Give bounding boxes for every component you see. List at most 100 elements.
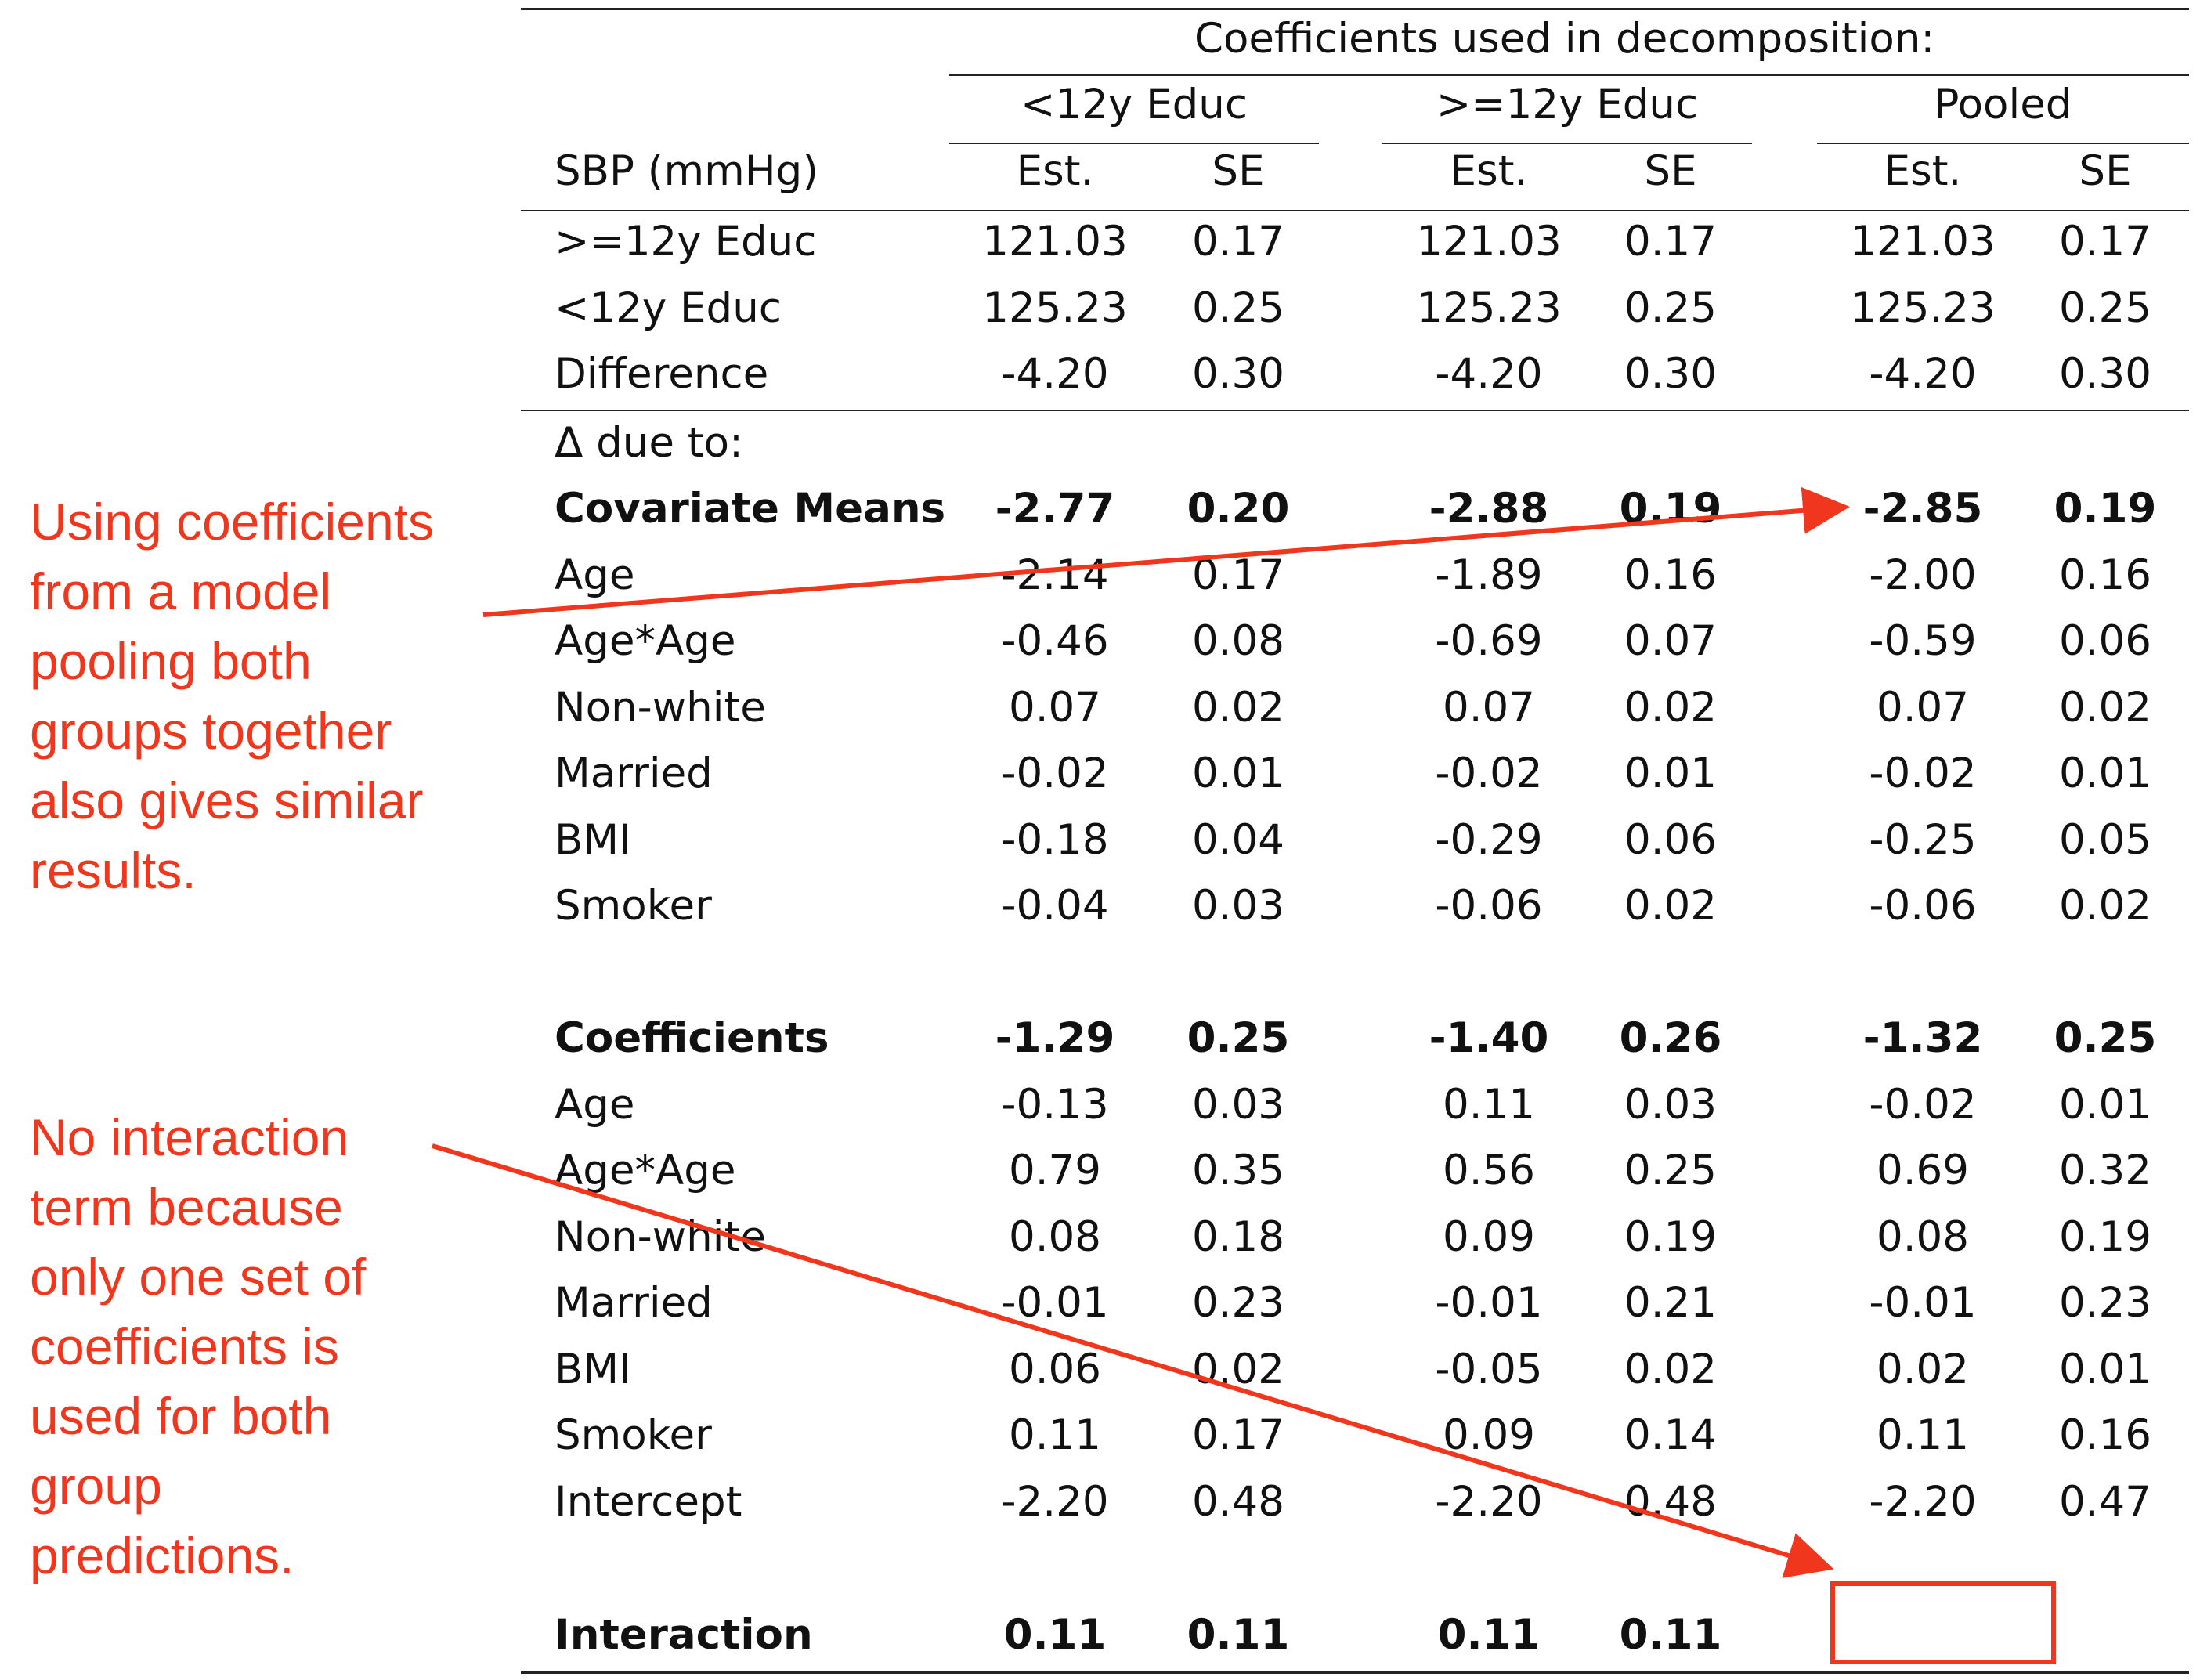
table-cell: 0.25 <box>1191 284 1284 332</box>
table-cell: -2.20 <box>1435 1477 1543 1526</box>
table-cell: 0.01 <box>2058 1080 2151 1129</box>
table-cell: 0.02 <box>1876 1345 1969 1393</box>
table-cell: 0.32 <box>2058 1147 2151 1194</box>
table-cell: 0.11 <box>1619 1611 1722 1659</box>
table-cell: -0.02 <box>1435 750 1543 797</box>
row-label: <12y Educ <box>555 284 782 332</box>
row-label: Married <box>555 750 713 797</box>
delta-label: Δ due to: <box>555 419 743 467</box>
interaction-arrow <box>432 1143 1834 1578</box>
table-cell: -0.29 <box>1435 815 1543 864</box>
table-cell: 0.20 <box>1187 485 1290 533</box>
table-cell: 0.01 <box>2058 750 2151 797</box>
table-cell: 0.19 <box>1624 1212 1717 1261</box>
table-cell: -2.00 <box>1869 551 1977 599</box>
table-cell: 0.25 <box>2054 1014 2157 1062</box>
subcol-se-3: SE <box>2079 147 2132 195</box>
table-cell: 0.09 <box>1442 1411 1535 1459</box>
table-cell: 121.03 <box>1416 218 1562 266</box>
table-cell: 0.30 <box>2058 350 2151 398</box>
table-cell: 0.02 <box>1624 882 1717 930</box>
table-cell: -2.20 <box>1001 1477 1109 1526</box>
table-cell: 0.05 <box>2058 815 2151 864</box>
row-label: Married <box>555 1279 713 1327</box>
top-rule <box>521 8 2189 10</box>
super-header-rule <box>949 74 2189 76</box>
table-cell: 0.07 <box>1876 683 1969 732</box>
pooled-arrow <box>482 486 1850 617</box>
table-cell: 0.17 <box>1191 218 1284 266</box>
table-cell: 125.23 <box>1850 284 1996 332</box>
table-cell: -0.02 <box>1869 1080 1977 1129</box>
group-rule-1 <box>949 143 1319 144</box>
subcol-est-2: Est. <box>1450 147 1528 195</box>
super-header: Coefficients used in decomposition: <box>1194 15 1935 63</box>
table-cell: -4.20 <box>1001 350 1109 398</box>
table-cell: 0.16 <box>1624 551 1717 599</box>
table-cell: 0.01 <box>1191 750 1284 797</box>
table-cell: 0.14 <box>1624 1411 1717 1459</box>
table-cell: 0.08 <box>1008 1212 1101 1261</box>
row-label: Age <box>555 551 635 599</box>
table-cell: -0.04 <box>1001 882 1109 930</box>
table-cell: 0.08 <box>1876 1212 1969 1261</box>
empty-interaction-highlight <box>1830 1581 2056 1664</box>
table-cell: 0.69 <box>1876 1147 1969 1194</box>
row-label: Age*Age <box>555 1147 736 1194</box>
row-label: Non-white <box>555 683 766 732</box>
subcol-se-2: SE <box>1644 147 1697 195</box>
table-cell: 0.30 <box>1191 350 1284 398</box>
table-cell: -0.01 <box>1001 1279 1109 1327</box>
table-cell: 0.25 <box>2058 284 2151 332</box>
row-label: Age <box>555 1080 635 1129</box>
table-cell: 0.48 <box>1191 1477 1284 1526</box>
group-rule-3 <box>1817 143 2189 144</box>
table-cell: 0.47 <box>2058 1477 2151 1526</box>
table-cell: -0.06 <box>1869 882 1977 930</box>
table-cell: 0.03 <box>1191 882 1284 930</box>
interaction-annotation: No interaction term because only one set… <box>30 1108 367 1584</box>
table-cell: 125.23 <box>982 284 1128 332</box>
difference-rule <box>521 410 2189 411</box>
table-cell: 121.03 <box>1850 218 1996 266</box>
table-cell: 0.11 <box>1876 1411 1969 1459</box>
table-cell: -0.01 <box>1869 1279 1977 1327</box>
table-cell: -0.18 <box>1001 815 1109 864</box>
table-cell: 0.02 <box>1624 1345 1717 1393</box>
subcol-est-3: Est. <box>1884 147 1962 195</box>
table-cell: 0.11 <box>1008 1411 1101 1459</box>
table-cell: -0.59 <box>1869 617 1977 665</box>
table-cell: 0.08 <box>1191 617 1284 665</box>
table-cell: 0.25 <box>1624 284 1717 332</box>
table-cell: -2.14 <box>1001 551 1109 599</box>
table-cell: 0.04 <box>1191 815 1284 864</box>
table-cell: 0.11 <box>1437 1611 1541 1659</box>
table-cell: -0.25 <box>1869 815 1977 864</box>
table-cell: 0.03 <box>1624 1080 1717 1129</box>
table-cell: -1.32 <box>1862 1014 1983 1062</box>
row-label: Smoker <box>555 1411 712 1459</box>
pooled-annotation: Using coefficients from a model pooling … <box>30 493 435 899</box>
table-cell: 0.02 <box>1624 683 1717 732</box>
table-cell: -4.20 <box>1869 350 1977 398</box>
table-cell: 0.23 <box>1191 1279 1284 1327</box>
row-label: BMI <box>555 1345 631 1393</box>
table-cell: 0.17 <box>1624 218 1717 266</box>
table-cell: 0.01 <box>2058 1345 2151 1393</box>
table-cell: -2.77 <box>995 485 1115 533</box>
row-label: Covariate Means <box>555 485 946 533</box>
table-cell: 0.11 <box>1442 1080 1535 1129</box>
subcol-est-1: Est. <box>1016 147 1094 195</box>
group-header-pooled: Pooled <box>1934 81 2072 128</box>
row-label: BMI <box>555 815 631 864</box>
table-cell: -0.46 <box>1001 617 1109 665</box>
table-cell: 125.23 <box>1416 284 1562 332</box>
row-label-header: SBP (mmHg) <box>555 147 818 195</box>
table-cell: -2.88 <box>1429 485 1549 533</box>
table-cell: 0.23 <box>2058 1279 2151 1327</box>
table-cell: 0.48 <box>1624 1477 1717 1526</box>
table-cell: 121.03 <box>982 218 1128 266</box>
table-cell: -0.01 <box>1435 1279 1543 1327</box>
row-label: Age*Age <box>555 617 736 665</box>
